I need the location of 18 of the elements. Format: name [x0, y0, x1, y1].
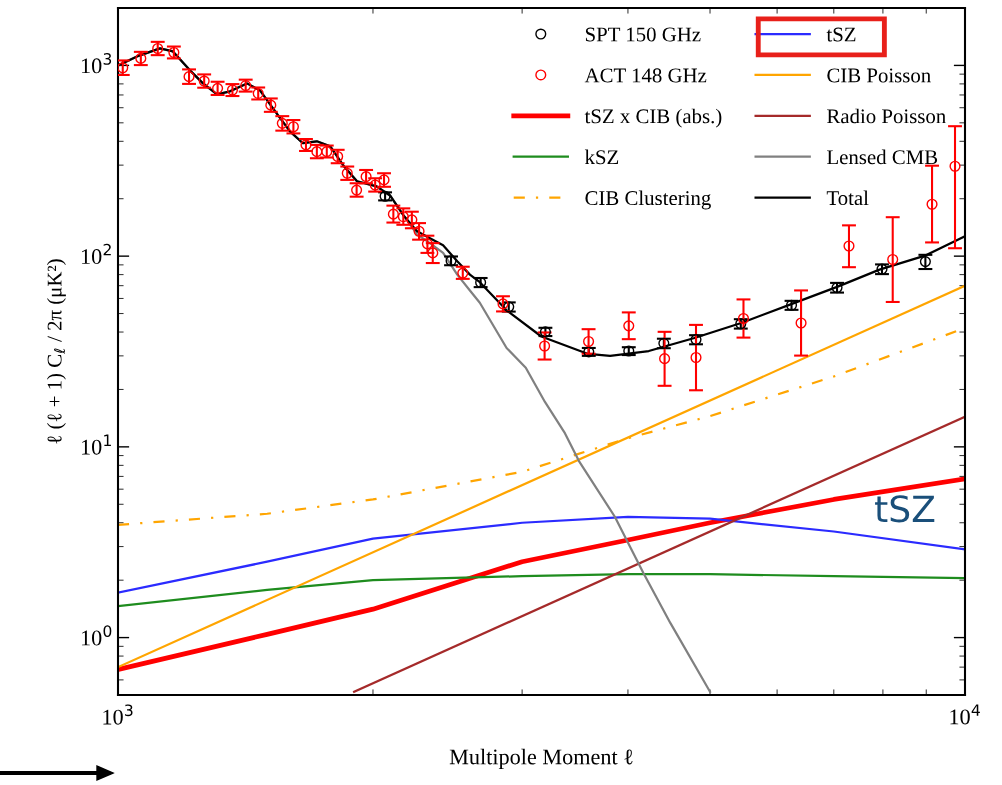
- legend-label: Radio Poisson: [827, 108, 946, 124]
- legend-label: tSZ x CIB (abs.): [584, 108, 722, 128]
- legend-label: kSZ: [584, 149, 619, 165]
- y-tick-label: 10$^{3}$: [81, 53, 112, 74]
- y-axis-title: ℓ (ℓ + 1) C$_{ℓ}$ / 2π (μK²): [46, 259, 66, 444]
- y-tick-label: 10$^{1}$: [81, 434, 111, 455]
- legend-label: tSZ: [826, 27, 856, 42]
- y-tick-label: 10$^{0}$: [81, 625, 112, 646]
- annotation: tSZ: [875, 495, 935, 523]
- legend-label: ACT 148 GHz: [584, 68, 707, 83]
- x-axis-title: Multipole Moment ℓ: [449, 748, 633, 769]
- legend-label: Total: [826, 190, 869, 206]
- legend-label: CIB Poisson: [827, 68, 931, 83]
- x-tick-label: 10$^{4}$: [950, 704, 980, 725]
- legend-label: Lensed CMB: [827, 149, 938, 165]
- legend-label: CIB Clustering: [585, 190, 711, 210]
- legend-label: SPT 150 GHz: [585, 27, 701, 42]
- y-tick-label: 10$^{2}$: [81, 243, 111, 265]
